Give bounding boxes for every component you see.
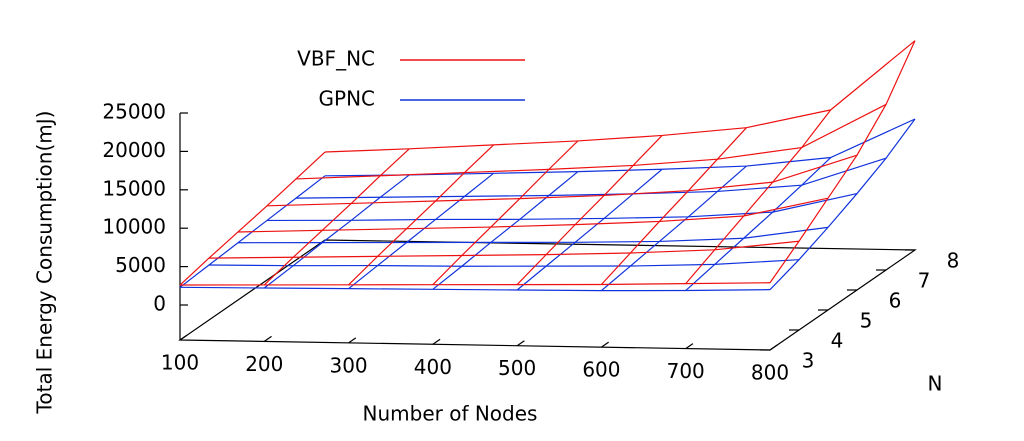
- z-tick-label: 10000: [102, 215, 166, 239]
- surface-row: [208, 240, 800, 259]
- x-tick-label: 100: [161, 351, 199, 375]
- z-tick-label: 0: [153, 292, 166, 316]
- y-tick-label: 4: [831, 329, 844, 353]
- surface-column: [348, 144, 494, 286]
- y-tick-label: 7: [918, 269, 931, 293]
- surface-column: [769, 40, 916, 284]
- z-axis-label: Total Energy Consumption(mJ): [33, 111, 57, 415]
- x-tick: [685, 343, 694, 350]
- surface-column: [516, 135, 663, 286]
- y-tick-label: 8: [947, 249, 960, 273]
- surface-row: [179, 286, 771, 292]
- surface-row: [295, 103, 887, 180]
- surface-row: [295, 157, 887, 199]
- surface-column: [769, 118, 916, 291]
- x-tick-label: 300: [329, 353, 367, 377]
- surface-column: [600, 127, 747, 285]
- surface-row: [266, 154, 858, 207]
- surface-column: [601, 165, 747, 292]
- surface-row: [324, 118, 916, 177]
- x-tick: [263, 335, 272, 342]
- z-tick-label: 15000: [102, 176, 166, 200]
- x-tick-label: 700: [667, 359, 705, 383]
- surface-column: [432, 171, 579, 290]
- y-tick-label: 3: [802, 349, 815, 373]
- x-tick-label: 400: [414, 355, 452, 379]
- z-tick-label: 25000: [102, 100, 166, 124]
- surface-column: [516, 168, 663, 291]
- x-tick: [601, 341, 610, 348]
- legend-label: GPNC: [319, 87, 375, 111]
- surface-row: [324, 40, 916, 153]
- surface-row: [208, 259, 800, 267]
- x-tick: [769, 344, 778, 351]
- x-tick-label: 600: [582, 358, 620, 382]
- x-tick: [516, 340, 525, 347]
- y-tick-label: 5: [860, 309, 873, 333]
- base-plane: [178, 239, 917, 351]
- surface-row: [179, 282, 771, 286]
- surface-row: [237, 197, 829, 233]
- surface-column: [685, 157, 832, 291]
- x-tick-label: 500: [498, 356, 536, 380]
- legend-label: VBF_NC: [297, 47, 375, 71]
- z-tick-label: 5000: [115, 253, 166, 277]
- x-tick: [179, 334, 188, 341]
- surface-row: [237, 226, 829, 244]
- x-tick: [348, 337, 357, 344]
- x-axis-label: Number of Nodes: [363, 402, 538, 426]
- z-tick-label: 20000: [102, 138, 166, 162]
- surface-column: [685, 109, 832, 285]
- y-axis-label: N: [928, 372, 943, 396]
- x-tick-label: 800: [751, 361, 789, 385]
- surface-column: [348, 172, 494, 290]
- surface-column: [263, 174, 410, 289]
- surface-column: [179, 151, 326, 286]
- y-tick-label: 6: [889, 289, 902, 313]
- surface-column: [432, 140, 579, 286]
- surface-column: [263, 148, 410, 286]
- x-tick: [432, 338, 441, 345]
- x-tick-label: 200: [245, 352, 283, 376]
